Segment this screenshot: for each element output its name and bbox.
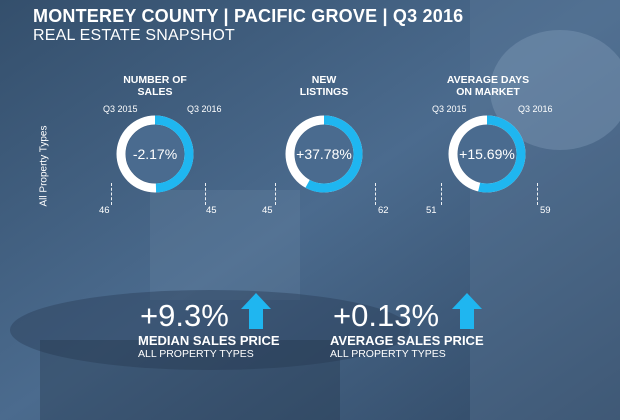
average-price-label: AVERAGE SALES PRICE: [330, 333, 484, 348]
from-value-tick: [441, 183, 442, 205]
metric-title-days: AVERAGE DAYS ON MARKET: [446, 74, 530, 98]
median-price-change: +9.3%: [140, 298, 229, 333]
donut-change-value: -2.17%: [132, 146, 178, 162]
donut-progress-arc: [448, 115, 526, 193]
to-value-tick: [537, 183, 538, 205]
average-price-sublabel: ALL PROPERTY TYPES: [330, 348, 446, 360]
from-period-label: Q3 2015: [103, 104, 138, 114]
donut-progress-arc: [116, 115, 194, 193]
to-period-label: Q3 2016: [187, 104, 222, 114]
donut-progress-arc: [285, 115, 363, 193]
page-title: MONTEREY COUNTY | PACIFIC GROVE | Q3 201…: [33, 6, 464, 26]
donut-center: [126, 125, 184, 183]
to-value-tick: [375, 183, 376, 205]
to-value-tick: [205, 183, 206, 205]
median-price-label: MEDIAN SALES PRICE: [138, 333, 280, 348]
donut-center: [458, 125, 516, 183]
page-subtitle: REAL ESTATE SNAPSHOT: [33, 27, 235, 44]
arrow-up-icon: [241, 293, 271, 329]
metric-title-sales: NUMBER OF SALES: [123, 74, 187, 98]
donut-change-value: +37.78%: [296, 146, 352, 162]
from-value: 46: [99, 205, 110, 216]
property-type-label: All Property Types: [38, 125, 50, 207]
arrow-up-icon: [452, 293, 482, 329]
from-period-label: Q3 2015: [432, 104, 467, 114]
to-period-label: Q3 2016: [518, 104, 553, 114]
donut-chart-sales: [116, 115, 194, 193]
to-value: 62: [378, 205, 389, 216]
donut-chart-listings: [285, 115, 363, 193]
metric-title-listings: NEW LISTINGS: [299, 74, 349, 98]
average-price-change: +0.13%: [333, 298, 440, 333]
median-price-sublabel: ALL PROPERTY TYPES: [138, 348, 254, 360]
from-value-tick: [275, 183, 276, 205]
donut-chart-days: [448, 115, 526, 193]
from-value: 45: [262, 205, 273, 216]
from-value: 51: [426, 205, 437, 216]
to-value: 59: [540, 205, 551, 216]
donut-center: [295, 125, 353, 183]
to-value: 45: [206, 205, 217, 216]
donut-change-value: +15.69%: [459, 146, 515, 162]
from-value-tick: [111, 183, 112, 205]
